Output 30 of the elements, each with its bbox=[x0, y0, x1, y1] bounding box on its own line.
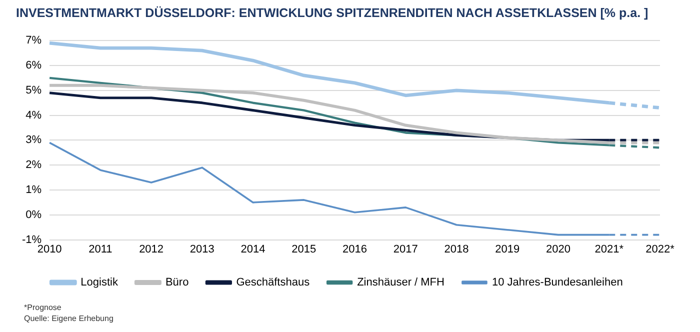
x-tick-label: 2020 bbox=[546, 243, 570, 256]
text: *Prognose bbox=[24, 302, 62, 313]
x-tick-label: 2017 bbox=[393, 243, 418, 256]
x-tick-label: 2012 bbox=[139, 243, 164, 256]
y-tick-label: -1% bbox=[22, 234, 42, 246]
x-tick-label: 2013 bbox=[190, 243, 214, 256]
y-tick-label: 1% bbox=[26, 184, 42, 196]
y-tick-label: 2% bbox=[26, 159, 42, 172]
x-tick-label: 2010 bbox=[37, 243, 62, 256]
x-tick-label: 2019 bbox=[495, 243, 520, 256]
x-tick-label: 2016 bbox=[342, 243, 368, 256]
y-tick-label: 6% bbox=[26, 60, 42, 72]
x-tick-label: 2011 bbox=[88, 243, 112, 256]
y-tick-label: 5% bbox=[26, 84, 42, 96]
x-tick-label: 2022* bbox=[646, 243, 676, 256]
source-note: Quelle: Eigene Erhebung bbox=[24, 313, 114, 324]
x-tick-label: 2014 bbox=[240, 243, 266, 256]
legend-label: Zinshäuser / MFH bbox=[357, 276, 445, 289]
legend-label: Geschäftshaus bbox=[236, 276, 310, 289]
x-tick-label: 2015 bbox=[292, 243, 316, 256]
x-tick-label: 2018 bbox=[444, 243, 469, 256]
chart-title: INVESTMENTMARKT DÜSSELDORF: ENTWICKLUNG SPITZENRENDITEN NACH ASSETKLASSEN [% p.a. ] bbox=[16, 6, 648, 20]
legend-label: 10 Jahres-Bundesanleihen bbox=[492, 276, 623, 289]
legend-label: Büro bbox=[165, 276, 189, 289]
y-tick-label: 4% bbox=[26, 109, 42, 122]
y-tick-label: 0% bbox=[26, 208, 42, 221]
x-tick-label: 2021* bbox=[594, 243, 624, 256]
y-tick-label: 3% bbox=[26, 134, 42, 146]
legend-label: Logistik bbox=[80, 276, 118, 289]
y-tick-label: 7% bbox=[26, 34, 42, 47]
